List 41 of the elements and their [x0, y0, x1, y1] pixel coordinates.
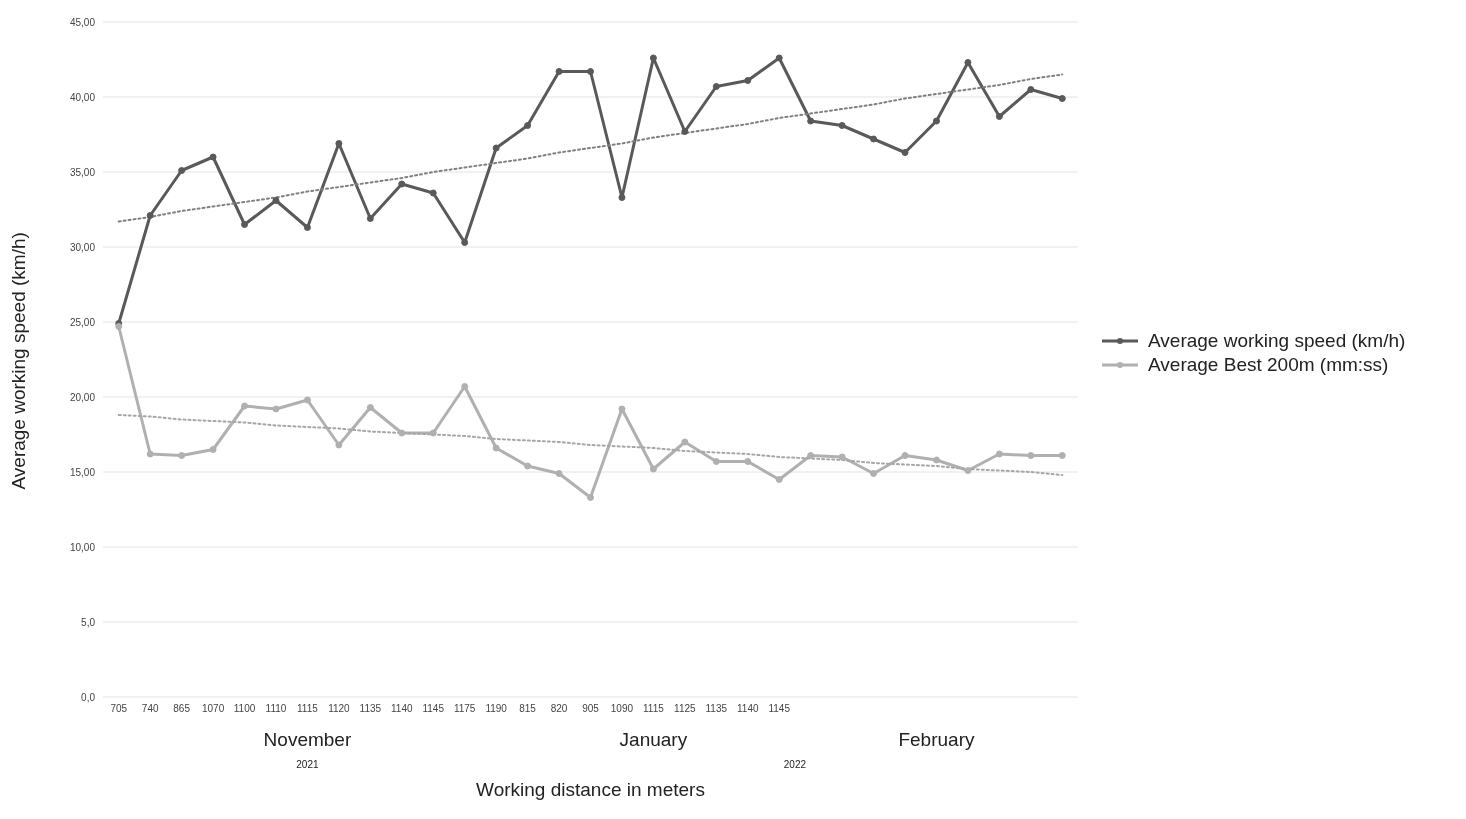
- x-tick-label: 865: [173, 703, 191, 715]
- y-tick-label: 15,00: [69, 466, 96, 478]
- x-tick-label: 1120: [328, 703, 351, 715]
- x-tick-label: 1115: [297, 703, 319, 715]
- y-axis-title: Average working speed (km/h): [7, 232, 29, 490]
- x-tick-label: 1145: [768, 703, 791, 715]
- text: February: [897, 729, 976, 751]
- x-tick-label: 1070: [201, 703, 225, 715]
- x-tick-label: 1140: [391, 703, 413, 715]
- legend-label: Average working speed (km/h): [1148, 330, 1406, 352]
- y-tick-label: 40,00: [69, 91, 96, 103]
- x-tick-label: 815: [519, 703, 537, 715]
- x-tick-label: 740: [141, 703, 159, 715]
- x-tick-label: 1100: [233, 703, 256, 715]
- x-tick-label: 1125: [674, 703, 697, 715]
- x-tick-label: 1115: [643, 703, 665, 715]
- x-tick-label: 705: [110, 703, 128, 715]
- x-axis-title: Working distance in meters: [476, 779, 705, 800]
- x-tick-label: 1190: [485, 703, 508, 715]
- y-tick-label: 20,00: [69, 391, 96, 403]
- text: 2021: [295, 759, 320, 770]
- x-tick-label: 1090: [610, 703, 634, 715]
- text: November: [262, 729, 353, 751]
- x-tick-label: 1135: [359, 703, 382, 715]
- x-tick-label: 905: [582, 703, 600, 715]
- legend-label: Average Best 200m (mm:ss): [1148, 354, 1389, 376]
- text: January: [618, 729, 689, 751]
- y-tick-label: 35,00: [69, 166, 96, 178]
- x-tick-label: 1175: [453, 703, 476, 715]
- y-tick-label: 30,00: [69, 241, 96, 253]
- x-tick-label: 1110: [265, 703, 287, 715]
- x-tick-label: 820: [550, 703, 568, 715]
- y-tick-label: 10,00: [69, 541, 96, 553]
- x-tick-label: 1145: [422, 703, 445, 715]
- text: 2022: [782, 759, 808, 770]
- y-tick-label: 25,00: [69, 316, 96, 328]
- y-tick-label: 5,0: [81, 616, 96, 628]
- y-tick-label: 0,0: [81, 691, 96, 703]
- x-tick-label: 1140: [737, 703, 759, 715]
- x-tick-label: 1135: [705, 703, 728, 715]
- y-tick-label: 45,00: [69, 16, 96, 28]
